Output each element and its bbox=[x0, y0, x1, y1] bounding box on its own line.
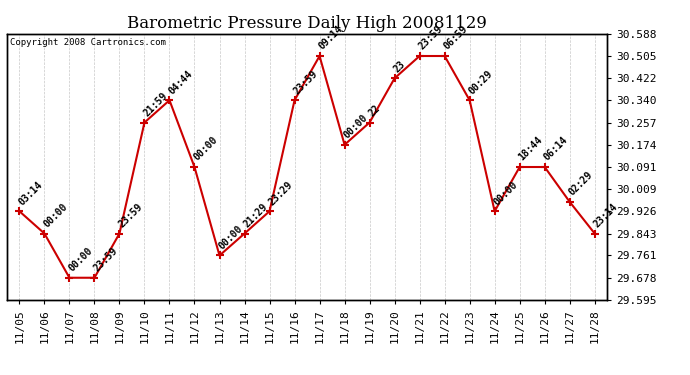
Text: 02:29: 02:29 bbox=[566, 170, 595, 198]
Text: 00:00: 00:00 bbox=[492, 179, 520, 207]
Text: 00:29: 00:29 bbox=[466, 68, 495, 96]
Text: 23:59: 23:59 bbox=[417, 24, 444, 52]
Text: 23: 23 bbox=[392, 59, 407, 74]
Text: 23:59: 23:59 bbox=[117, 201, 144, 229]
Text: 04:44: 04:44 bbox=[166, 68, 195, 96]
Text: 00:00: 00:00 bbox=[66, 246, 95, 274]
Text: 23:29: 23:29 bbox=[266, 179, 295, 207]
Text: 00:00: 00:00 bbox=[192, 135, 219, 163]
Text: 21:59: 21:59 bbox=[141, 90, 170, 118]
Text: 21:29: 21:29 bbox=[241, 201, 270, 229]
Text: 03:14: 03:14 bbox=[17, 179, 44, 207]
Text: 18:44: 18:44 bbox=[517, 135, 544, 163]
Text: 00:00: 00:00 bbox=[41, 201, 70, 229]
Text: 23:59: 23:59 bbox=[92, 246, 119, 274]
Text: 09:14: 09:14 bbox=[317, 24, 344, 52]
Text: Copyright 2008 Cartronics.com: Copyright 2008 Cartronics.com bbox=[10, 38, 166, 47]
Text: 22: 22 bbox=[366, 103, 382, 118]
Title: Barometric Pressure Daily High 20081129: Barometric Pressure Daily High 20081129 bbox=[127, 15, 487, 32]
Text: 06:14: 06:14 bbox=[542, 135, 570, 163]
Text: 00:00: 00:00 bbox=[217, 224, 244, 251]
Text: 06:59: 06:59 bbox=[442, 24, 470, 52]
Text: 23:59: 23:59 bbox=[292, 68, 319, 96]
Text: 23:14: 23:14 bbox=[592, 201, 620, 229]
Text: 00:00: 00:00 bbox=[342, 113, 370, 141]
